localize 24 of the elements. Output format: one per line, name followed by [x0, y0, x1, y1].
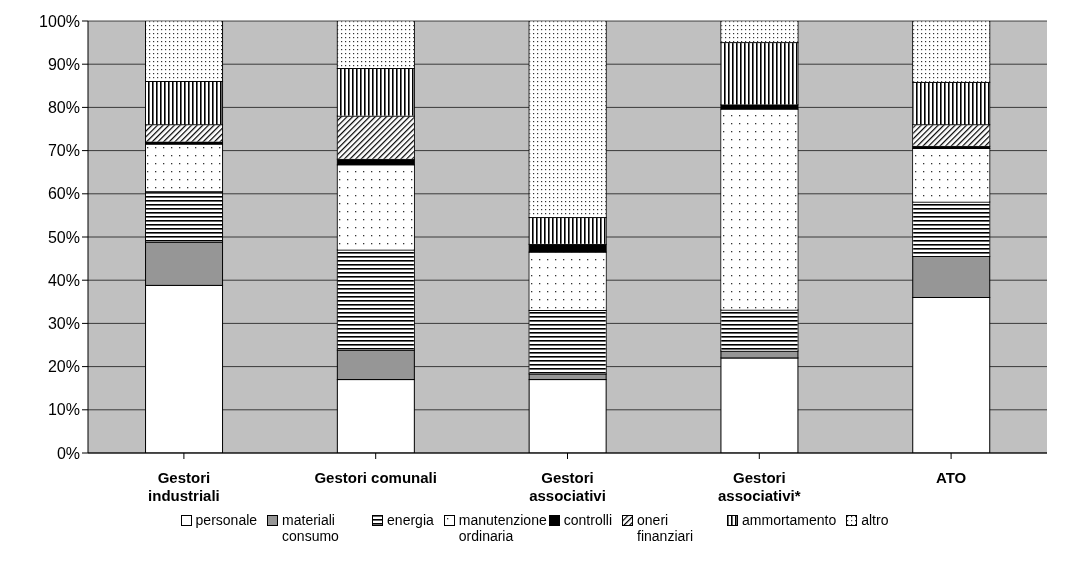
- legend-label: manutenzione ordinaria: [458, 512, 547, 544]
- x-tick-label: Gestori comunali: [314, 469, 437, 486]
- y-tick-label: 100%: [39, 12, 80, 30]
- legend-label: controlli: [563, 512, 613, 528]
- x-tick-label: ATO: [935, 469, 967, 486]
- x-tick-label: Gestori associativi*: [718, 469, 801, 504]
- y-tick-label: 90%: [47, 55, 80, 73]
- x-tick-label: Gestori associativi: [529, 469, 606, 504]
- y-tick-label: 60%: [47, 185, 80, 203]
- y-tick-label: 10%: [47, 401, 80, 419]
- legend-label: ammortamento: [742, 512, 837, 528]
- legend-label: oneri finanziari: [637, 512, 695, 544]
- y-tick-label: 40%: [47, 271, 80, 289]
- y-tick-label: 50%: [47, 228, 80, 246]
- legend-label: personale: [195, 512, 258, 528]
- legend-label: altro: [861, 512, 889, 528]
- y-tick-label: 30%: [47, 315, 80, 333]
- legend-label: materiali consumo: [282, 512, 340, 544]
- x-tick-label: Gestori industriali: [148, 469, 220, 504]
- y-tick-label: 0%: [56, 444, 80, 462]
- y-tick-label: 80%: [47, 99, 80, 117]
- y-tick-label: 70%: [47, 142, 80, 160]
- y-tick-label: 20%: [47, 358, 80, 376]
- legend-label: energia: [387, 512, 434, 528]
